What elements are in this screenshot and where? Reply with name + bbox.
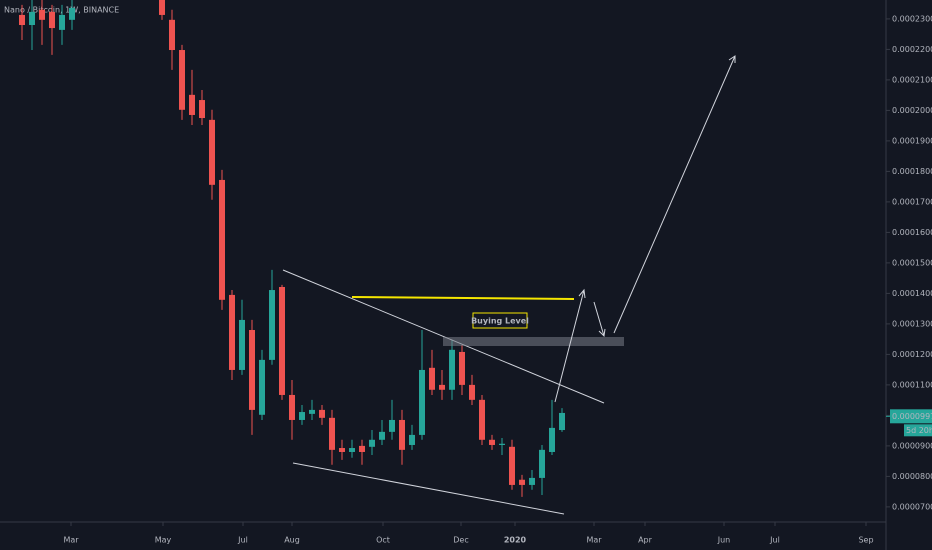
y-tick-label: 0.0000800 <box>892 472 932 481</box>
resistance-line <box>351 296 575 300</box>
candle-body <box>409 434 415 445</box>
candle-body <box>319 409 325 418</box>
y-tick-label: 0.0001600 <box>892 228 932 237</box>
y-tick-label: 0.0001400 <box>892 289 932 298</box>
candle-body <box>199 100 205 119</box>
candle-body <box>39 9 45 20</box>
candle-body <box>169 19 175 51</box>
x-tick-label: Mar <box>63 536 79 545</box>
candle-body <box>469 384 475 400</box>
arrow <box>613 55 736 334</box>
x-tick-label: Mar <box>586 536 602 545</box>
candle-body <box>399 419 405 450</box>
y-tick-label: 0.0000900 <box>892 441 932 450</box>
candle-body <box>159 0 165 15</box>
candle-body <box>379 431 385 440</box>
candle-body <box>449 349 455 390</box>
y-tick-label: 0.0001200 <box>892 350 932 359</box>
candle-body <box>549 427 555 452</box>
candle-body <box>459 351 465 385</box>
annotation: Buying Level <box>471 317 529 326</box>
candle-body <box>419 369 425 435</box>
candle-body <box>329 417 335 450</box>
candle-body <box>499 443 505 445</box>
x-tick-label: Jun <box>717 536 731 545</box>
candle-body <box>479 399 485 440</box>
candle-body <box>259 359 265 415</box>
candle-body <box>299 412 305 420</box>
x-tick-label: Dec <box>453 536 468 545</box>
candle-body <box>179 50 185 110</box>
candle-body <box>349 448 355 452</box>
y-tick-label: 0.0001500 <box>892 258 932 267</box>
arrow <box>593 301 606 338</box>
y-tick-label: 0.0002300 <box>892 14 932 23</box>
candle-body <box>289 394 295 420</box>
trendline <box>292 462 565 515</box>
y-tick-label: 0.0001900 <box>892 136 932 145</box>
x-tick-label: Aug <box>284 536 300 545</box>
candle-body <box>209 119 215 185</box>
y-tick-label: 0.0002100 <box>892 75 932 84</box>
y-tick-label: 0.0001700 <box>892 197 932 206</box>
candle-body <box>519 479 525 485</box>
candle-body <box>389 419 395 432</box>
buy-zone <box>443 337 624 346</box>
candle-body <box>69 7 75 20</box>
annotation-box <box>472 312 528 329</box>
x-tick-label: Jul <box>237 536 248 545</box>
x-tick-label: Oct <box>376 536 390 545</box>
candle-body <box>49 11 55 29</box>
candle-body <box>529 477 535 485</box>
last-price-box <box>890 409 932 424</box>
candle-body <box>239 319 245 370</box>
candle-body <box>229 294 235 370</box>
x-tick-label: May <box>155 536 172 545</box>
candle-body <box>509 446 515 485</box>
x-tick-label: Jul <box>769 536 780 545</box>
candle-body <box>359 445 365 452</box>
countdown: 5d 20h <box>906 426 932 435</box>
x-tick-label: Sep <box>858 536 873 545</box>
x-tick-label: Apr <box>638 536 653 545</box>
last-price-label: 0.0000997 <box>892 412 932 421</box>
y-tick-label: 0.0000700 <box>892 502 932 511</box>
arrow <box>554 288 586 403</box>
candle-body <box>489 439 495 445</box>
candle-body <box>559 412 565 431</box>
candle-body <box>279 286 285 395</box>
candle-body <box>19 14 25 26</box>
candle-body <box>539 449 545 478</box>
drawings: Buying Level <box>282 55 736 515</box>
candle-body <box>429 367 435 390</box>
y-tick-label: 0.0002200 <box>892 45 932 54</box>
candles <box>19 0 565 497</box>
candle-body <box>269 290 275 360</box>
candle-body <box>369 439 375 447</box>
y-tick-label: 0.0001300 <box>892 319 932 328</box>
candle-body <box>439 384 445 390</box>
candle-body <box>29 11 35 26</box>
candle-body <box>309 409 315 414</box>
y-tick-label: 0.0001800 <box>892 167 932 176</box>
y-tick-label: 0.0001100 <box>892 380 932 389</box>
trendline <box>282 269 605 404</box>
countdown-box <box>904 424 932 437</box>
candle-body <box>219 179 225 300</box>
candle-body <box>189 94 195 115</box>
candle-body <box>339 448 345 452</box>
x-tick-label: 2020 <box>504 536 527 545</box>
candle-body <box>59 14 65 30</box>
y-tick-label: 0.0002000 <box>892 106 932 115</box>
candle-body <box>249 329 255 410</box>
